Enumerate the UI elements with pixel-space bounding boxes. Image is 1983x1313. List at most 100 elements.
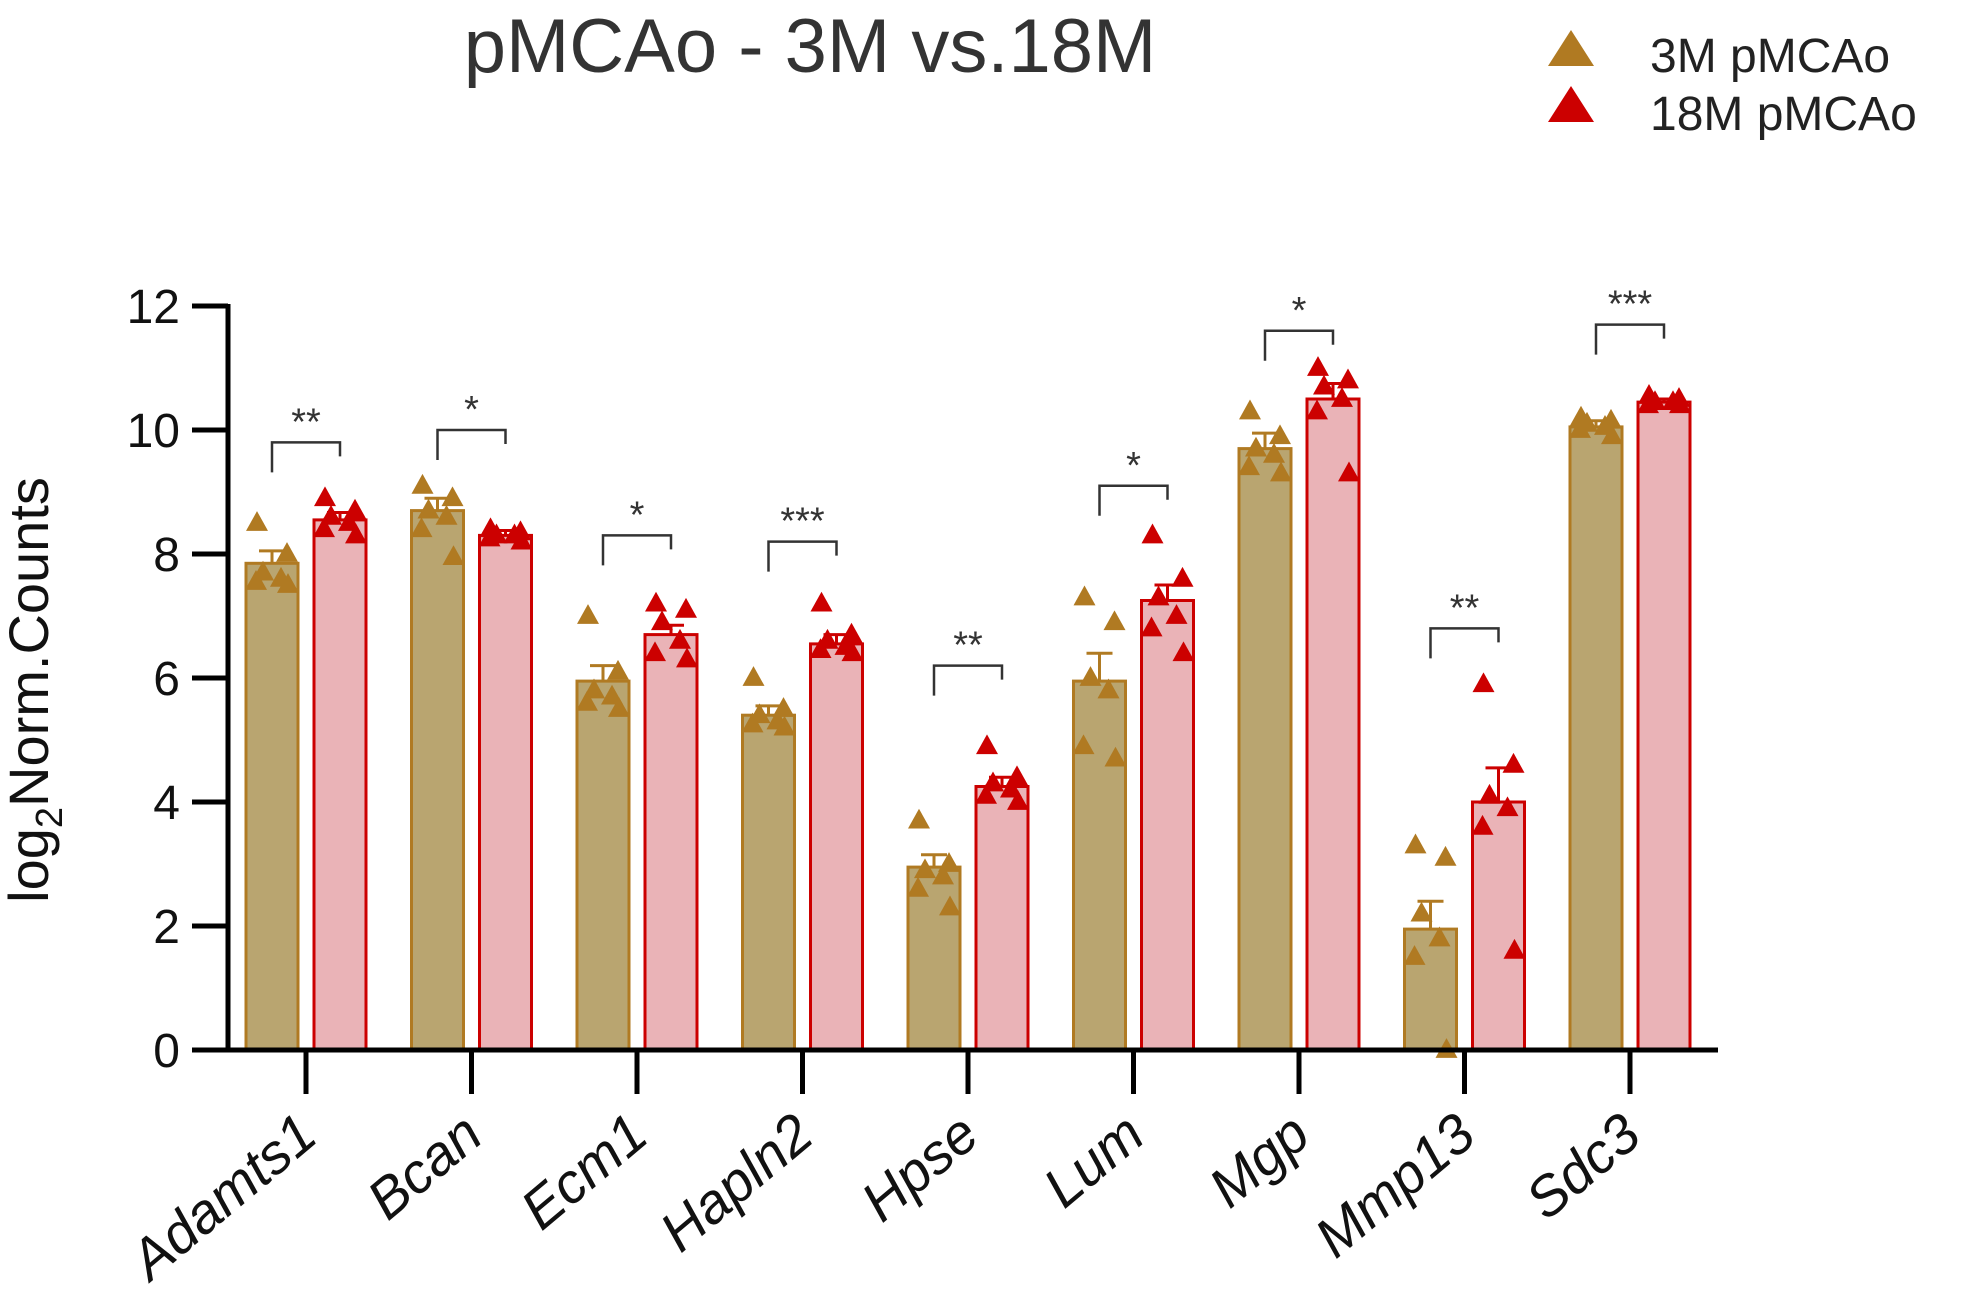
data-point-mgp-18m-pmcao xyxy=(1331,387,1353,407)
data-point-adamts1-18m-pmcao xyxy=(314,486,336,507)
data-point-lum-18m-pmcao xyxy=(1141,523,1164,544)
data-point-hapln2-18m-pmcao xyxy=(841,641,864,662)
data-point-lum-18m-pmcao xyxy=(1147,585,1170,606)
y-tick-label-12: 12 xyxy=(127,281,180,334)
data-point-hpse-18m-pmcao xyxy=(975,783,997,804)
data-point-adamts1-18m-pmcao xyxy=(320,504,342,525)
x-tick-label-mmp13: Mmp13 xyxy=(1303,1101,1487,1269)
data-point-mmp13-3m-pmcao xyxy=(1428,926,1451,947)
y-axis-label-suffix: Norm.Counts xyxy=(0,477,60,807)
data-point-ecm1-18m-pmcao xyxy=(669,628,691,649)
data-point-lum-18m-pmcao xyxy=(1140,616,1163,637)
bar-mmp13-3m-pmcao xyxy=(1403,927,1458,1052)
data-point-hpse-3m-pmcao xyxy=(914,858,936,879)
data-point-bcan-3m-pmcao xyxy=(417,498,440,519)
data-point-mmp13-3m-pmcao xyxy=(1404,833,1427,854)
data-point-lum-18m-pmcao xyxy=(1172,641,1195,662)
significance-label-mgp: * xyxy=(1292,290,1307,332)
data-point-sdc3-3m-pmcao xyxy=(1569,418,1591,438)
data-point-mmp13-18m-pmcao xyxy=(1496,796,1519,817)
data-point-mmp13-18m-pmcao xyxy=(1478,783,1501,804)
x-tick-label-sdc3: Sdc3 xyxy=(1513,1101,1651,1231)
data-point-ecm1-3m-pmcao xyxy=(601,684,623,705)
significance-bracket-sdc3 xyxy=(1594,323,1666,355)
x-tick-label-hapln2: Hapln2 xyxy=(648,1101,824,1263)
significance-bracket-mmp13 xyxy=(1429,627,1500,659)
data-point-adamts1-3m-pmcao xyxy=(246,511,268,531)
bar-adamts1-18m-pmcao xyxy=(312,518,368,1052)
bar-sdc3-3m-pmcao xyxy=(1568,425,1624,1052)
significance-bracket-bcan xyxy=(436,428,507,460)
significance-label-adamts1: ** xyxy=(291,401,321,443)
data-point-mgp-3m-pmcao xyxy=(1263,442,1285,463)
data-point-lum-3m-pmcao xyxy=(1079,666,1102,686)
data-point-adamts1-3m-pmcao xyxy=(276,542,298,562)
data-point-lum-3m-pmcao xyxy=(1073,585,1096,606)
x-tick-label-lum: Lum xyxy=(1031,1101,1155,1219)
data-point-ecm1-18m-pmcao xyxy=(645,591,667,612)
significance-bracket-mgp xyxy=(1263,329,1335,361)
significance-bracket-adamts1 xyxy=(270,441,342,473)
data-point-bcan-18m-pmcao xyxy=(510,529,533,550)
data-point-hpse-3m-pmcao xyxy=(907,876,929,897)
data-point-mgp-18m-pmcao xyxy=(1337,368,1359,389)
data-point-sdc3-18m-pmcao xyxy=(1669,393,1691,414)
data-point-mmp13-18m-pmcao xyxy=(1502,752,1525,773)
data-point-lum-18m-pmcao xyxy=(1171,566,1194,587)
data-point-adamts1-3m-pmcao xyxy=(245,570,267,590)
significance-label-bcan: * xyxy=(464,389,479,431)
data-point-mmp13-18m-pmcao xyxy=(1503,938,1526,959)
data-point-adamts1-18m-pmcao xyxy=(313,517,335,538)
data-point-lum-3m-pmcao xyxy=(1097,678,1120,699)
data-point-mmp13-18m-pmcao xyxy=(1471,814,1494,835)
y-axis-label-subscript: 2 xyxy=(29,807,71,828)
bar-hpse-18m-pmcao xyxy=(974,785,1030,1052)
data-point-hpse-18m-pmcao xyxy=(1007,790,1029,810)
data-point-ecm1-3m-pmcao xyxy=(607,659,629,680)
data-point-hapln2-18m-pmcao xyxy=(810,591,833,612)
data-point-mgp-3m-pmcao xyxy=(1270,461,1292,482)
data-point-sdc3-3m-pmcao xyxy=(1601,424,1623,445)
data-point-mgp-18m-pmcao xyxy=(1307,356,1329,376)
data-point-bcan-3m-pmcao xyxy=(435,504,458,525)
data-point-mgp-18m-pmcao xyxy=(1338,461,1360,482)
data-point-ecm1-18m-pmcao xyxy=(675,597,697,618)
data-point-hpse-18m-pmcao xyxy=(976,734,998,755)
data-point-hapln2-18m-pmcao xyxy=(809,638,832,659)
data-point-ecm1-18m-pmcao xyxy=(644,641,666,662)
data-point-mgp-3m-pmcao xyxy=(1245,436,1267,457)
data-point-hapln2-3m-pmcao xyxy=(741,712,764,733)
significance-label-sdc3: *** xyxy=(1608,284,1653,326)
bar-lum-18m-pmcao xyxy=(1140,599,1195,1052)
bar-hapln2-18m-pmcao xyxy=(809,642,864,1052)
bar-lum-3m-pmcao xyxy=(1072,679,1127,1052)
data-point-adamts1-3m-pmcao xyxy=(277,573,299,593)
data-point-lum-3m-pmcao xyxy=(1103,610,1126,631)
data-point-adamts1-18m-pmcao xyxy=(345,523,367,544)
data-point-mmp13-3m-pmcao xyxy=(1403,945,1426,965)
data-point-sdc3-18m-pmcao xyxy=(1637,393,1659,414)
bar-mgp-3m-pmcao xyxy=(1237,447,1293,1052)
bar-mgp-18m-pmcao xyxy=(1305,397,1361,1052)
data-point-bcan-3m-pmcao xyxy=(410,517,433,538)
significance-label-ecm1: * xyxy=(630,494,645,536)
legend: 3M pMCAo 18M pMCAo xyxy=(1548,30,1917,141)
significance-label-hapln2: *** xyxy=(780,501,825,543)
data-point-hpse-3m-pmcao xyxy=(908,808,930,829)
data-point-ecm1-3m-pmcao xyxy=(608,697,630,717)
data-point-ecm1-18m-pmcao xyxy=(651,610,673,631)
data-point-ecm1-3m-pmcao xyxy=(577,604,599,624)
data-point-hpse-18m-pmcao xyxy=(1000,777,1022,798)
bar-ecm1-18m-pmcao xyxy=(643,633,699,1052)
significance-bracket-hapln2 xyxy=(767,540,838,572)
data-point-bcan-3m-pmcao xyxy=(411,473,434,494)
plot-area: ** Adamts1 * Bcan * Ecm1 *** Hapln2 ** Hpse * Lum * M… xyxy=(116,281,1718,1293)
x-tick-label-adamts1: Adamts1 xyxy=(116,1101,328,1293)
data-point-mmp13-18m-pmcao xyxy=(1472,672,1495,693)
data-point-bcan-18m-pmcao xyxy=(478,526,501,547)
data-point-bcan-3m-pmcao xyxy=(442,545,465,566)
data-point-mgp-18m-pmcao xyxy=(1313,374,1335,395)
y-tick-label-10: 10 xyxy=(127,405,180,458)
y-tick-label-4: 4 xyxy=(153,777,180,830)
